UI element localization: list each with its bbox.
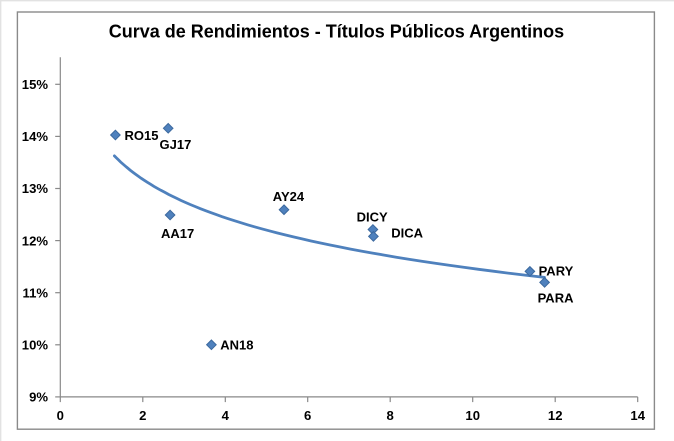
svg-text:RO15: RO15 [125,128,159,143]
svg-text:6: 6 [304,408,311,423]
svg-text:11%: 11% [23,285,49,300]
svg-text:AN18: AN18 [220,338,253,353]
svg-text:10%: 10% [22,338,49,353]
svg-text:PARA: PARA [538,290,574,305]
svg-text:AA17: AA17 [161,226,194,241]
svg-text:14: 14 [630,408,645,423]
svg-text:AY24: AY24 [273,189,305,204]
svg-text:10: 10 [465,408,480,423]
svg-text:9%: 9% [29,390,48,405]
svg-text:15%: 15% [22,77,49,92]
svg-text:14%: 14% [22,129,49,144]
svg-text:12%: 12% [22,233,49,248]
svg-text:GJ17: GJ17 [160,137,192,152]
svg-text:DICA: DICA [391,225,423,240]
svg-text:8: 8 [387,408,394,423]
svg-text:0: 0 [57,408,64,423]
svg-text:DICY: DICY [357,209,388,224]
svg-text:Curva de Rendimientos - Título: Curva de Rendimientos - Títulos Públicos… [109,21,564,41]
svg-text:2: 2 [139,408,146,423]
svg-text:12: 12 [548,408,563,423]
svg-text:4: 4 [222,408,230,423]
svg-text:13%: 13% [22,181,49,196]
svg-text:PARY: PARY [539,263,574,278]
